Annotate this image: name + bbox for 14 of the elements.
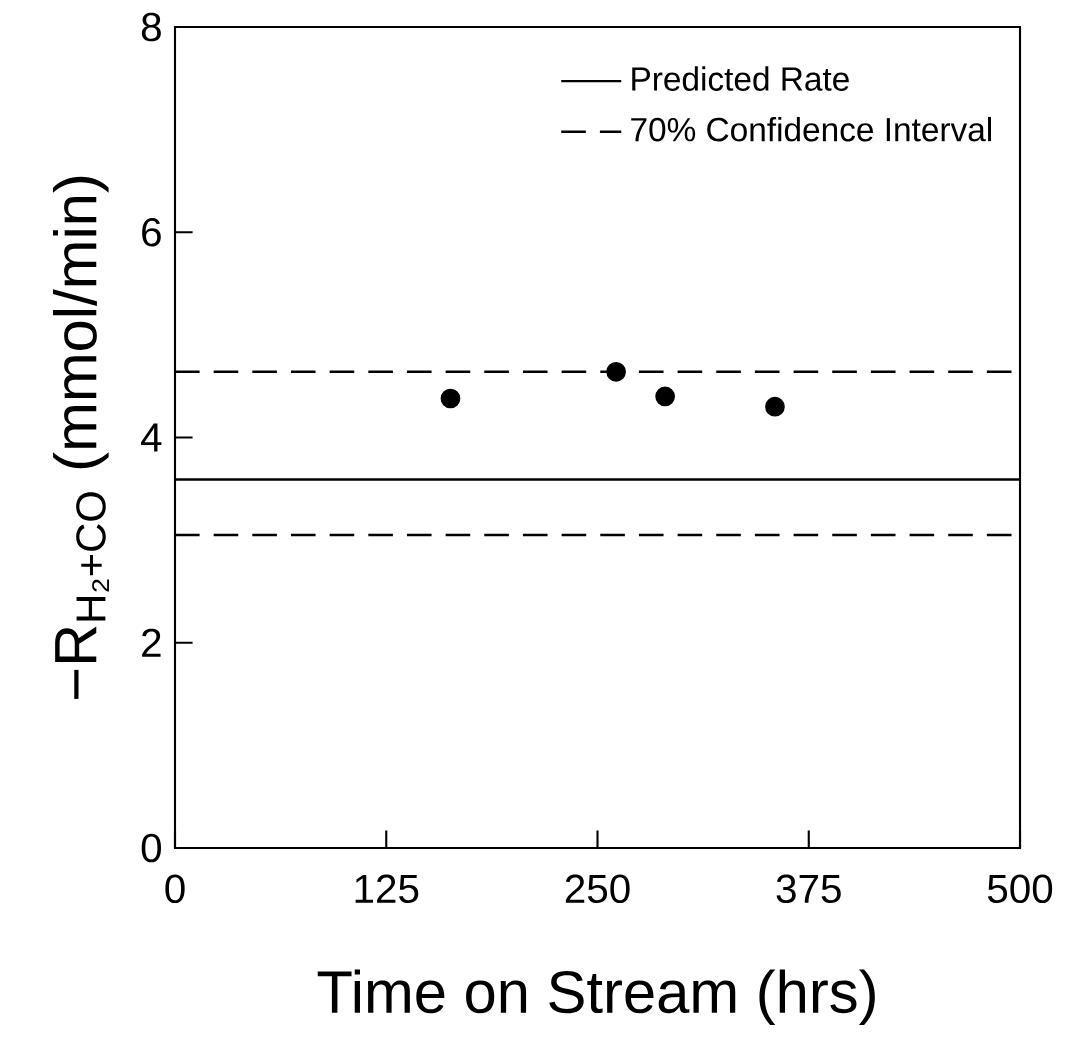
x-tick-label: 250 xyxy=(565,874,630,904)
y-tick-label: 6 xyxy=(142,217,161,247)
y-tick-label: 0 xyxy=(141,833,161,863)
x-tick-label: 125 xyxy=(355,874,419,904)
y-tick-label: 2 xyxy=(142,628,161,657)
x-axis-title: Time on Stream (hrs) xyxy=(317,969,875,1026)
y-tick-label: 8 xyxy=(141,12,161,42)
legend-label: Predicted Rate xyxy=(632,66,849,91)
y-axis-title: −R$_{H₂+CO}$ (mmol/min) xyxy=(52,176,109,699)
x-tick-label: 500 xyxy=(987,874,1053,904)
y-tick-label: 4 xyxy=(141,423,162,452)
legend-label: 70% Confidence Interval xyxy=(631,116,991,142)
x-tick-label: 375 xyxy=(776,874,841,904)
x-tick-label: 0 xyxy=(165,874,185,904)
